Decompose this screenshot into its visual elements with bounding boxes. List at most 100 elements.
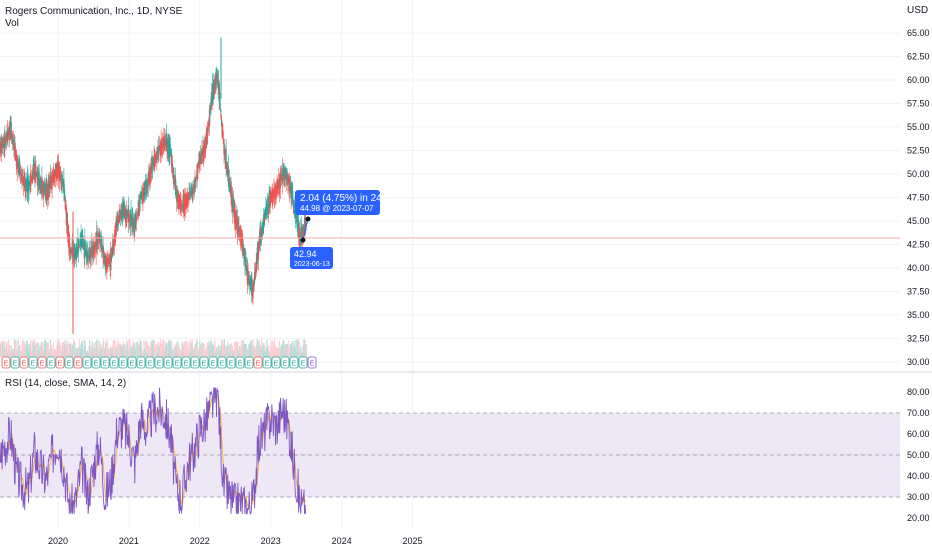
- volume-bar: [113, 339, 115, 357]
- earnings-marker-label: E: [103, 361, 108, 368]
- price-tick-label: 45.00: [907, 216, 930, 226]
- earnings-marker[interactable]: [163, 356, 173, 369]
- earnings-marker[interactable]: [262, 356, 272, 369]
- candle-body: [233, 199, 235, 213]
- earnings-marker[interactable]: [37, 356, 47, 369]
- earnings-marker[interactable]: [28, 356, 38, 369]
- candle-body: [149, 167, 151, 184]
- earnings-marker[interactable]: [217, 356, 227, 369]
- earnings-marker[interactable]: [118, 356, 128, 369]
- earnings-marker-label: E: [283, 361, 288, 368]
- volume-bar: [162, 339, 164, 357]
- measure-start-dot[interactable]: [300, 237, 306, 243]
- candle-body: [160, 139, 162, 158]
- candle-body: [48, 179, 50, 198]
- candle-body: [12, 137, 14, 142]
- earnings-marker[interactable]: [82, 356, 92, 369]
- measure-callout-bottom: [290, 247, 333, 269]
- candle-body: [63, 188, 66, 197]
- earnings-marker-label: E: [310, 361, 315, 368]
- earnings-marker[interactable]: [271, 356, 281, 369]
- volume-bar: [30, 340, 32, 357]
- earnings-marker[interactable]: [289, 356, 299, 369]
- candle-body: [106, 257, 108, 270]
- earnings-marker[interactable]: [235, 356, 245, 369]
- candle-body: [227, 165, 229, 182]
- rsi-tick-label: 80.00: [907, 387, 930, 397]
- volume-bar: [69, 342, 71, 357]
- earnings-marker[interactable]: [64, 356, 74, 369]
- earnings-marker[interactable]: [109, 356, 119, 369]
- earnings-marker[interactable]: [244, 356, 254, 369]
- earnings-marker[interactable]: [181, 356, 191, 369]
- earnings-marker-label: E: [76, 361, 81, 368]
- earnings-marker[interactable]: [226, 356, 236, 369]
- candle-body: [226, 161, 228, 166]
- measure-end-dot[interactable]: [305, 216, 311, 222]
- rsi-tick-label: 20.00: [907, 513, 930, 523]
- earnings-marker[interactable]: [172, 356, 182, 369]
- volume-bar: [34, 344, 36, 357]
- earnings-marker[interactable]: [280, 356, 290, 369]
- earnings-marker[interactable]: [154, 356, 164, 369]
- candle-body: [219, 103, 221, 107]
- candle-body: [19, 171, 22, 174]
- price-candles: [0, 37, 307, 334]
- measure-line: [302, 218, 309, 241]
- earnings-marker[interactable]: [19, 356, 29, 369]
- candle-body: [194, 179, 196, 189]
- volume-bar: [42, 341, 44, 357]
- candle-body: [14, 150, 17, 161]
- earnings-marker[interactable]: [199, 356, 209, 369]
- volume-bar: [258, 339, 260, 357]
- volume-bar: [78, 339, 81, 357]
- candle-body: [74, 249, 76, 256]
- candle-body: [293, 200, 295, 207]
- earnings-marker[interactable]: [127, 356, 137, 369]
- earnings-marker-label: E: [121, 361, 126, 368]
- candle-body: [157, 146, 160, 157]
- earnings-marker-label: E: [256, 361, 261, 368]
- earnings-marker[interactable]: [253, 356, 263, 369]
- rsi-tick-label: 60.00: [907, 429, 930, 439]
- earnings-marker[interactable]: [298, 356, 308, 369]
- volume-bar: [192, 348, 194, 357]
- earnings-marker[interactable]: [145, 356, 155, 369]
- volume-bar: [208, 340, 210, 357]
- candle-body: [286, 168, 288, 183]
- rsi-panel: [0, 412, 900, 498]
- volume-bar: [45, 340, 47, 357]
- earnings-marker-label: E: [40, 361, 45, 368]
- volume-bar: [122, 341, 125, 357]
- earnings-marker-label: E: [31, 361, 36, 368]
- candle-body: [52, 174, 54, 183]
- volume-bar: [120, 344, 122, 357]
- candle-body: [64, 201, 67, 210]
- earnings-marker-label: E: [175, 361, 180, 368]
- earnings-marker-label: E: [166, 361, 171, 368]
- earnings-marker-label: E: [229, 361, 234, 368]
- candle-body: [39, 180, 41, 184]
- rsi-tick-label: 70.00: [907, 408, 930, 418]
- candle-body: [62, 178, 64, 188]
- earnings-marker[interactable]: [73, 356, 83, 369]
- earnings-marker[interactable]: [190, 356, 200, 369]
- candle-body: [107, 259, 110, 263]
- earnings-marker[interactable]: [1, 356, 11, 369]
- candle-body: [78, 245, 80, 249]
- earnings-marker[interactable]: [307, 356, 317, 369]
- earnings-marker[interactable]: [208, 356, 218, 369]
- volume-bar: [94, 341, 96, 357]
- earnings-marker[interactable]: [100, 356, 110, 369]
- earnings-marker[interactable]: [10, 356, 20, 369]
- measure-tool[interactable]: 2.04 (4.75%) in 24d 44.98 @ 2023-07-07 4…: [290, 190, 387, 269]
- earnings-marker[interactable]: [55, 356, 65, 369]
- candle-body: [84, 239, 86, 257]
- earnings-marker[interactable]: [91, 356, 101, 369]
- measure-change-text: 2.04 (4.75%) in 24d: [300, 193, 387, 204]
- earnings-marker[interactable]: [46, 356, 56, 369]
- earnings-marker[interactable]: [136, 356, 146, 369]
- year-tick-label: 2022: [190, 536, 210, 546]
- candle-body: [140, 196, 142, 198]
